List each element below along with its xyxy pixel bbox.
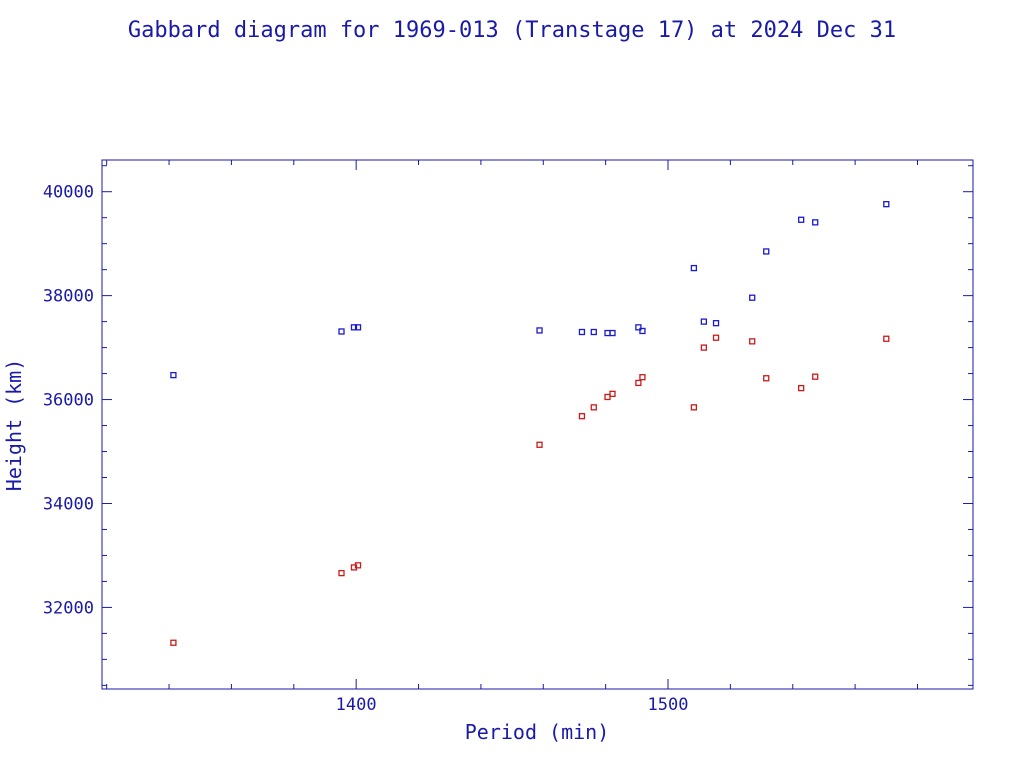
apogee-point [609, 329, 616, 337]
x-tick-label: 1500 [648, 695, 689, 715]
x-tick-label: 1400 [336, 695, 377, 715]
y-tick-label: 34000 [43, 494, 94, 514]
perigee-point [749, 338, 756, 345]
y-tick-label: 32000 [43, 598, 94, 618]
apogee-point [798, 216, 805, 223]
apogee-point [712, 320, 720, 327]
x-axis-ticks [106, 160, 918, 689]
perigee-point [798, 384, 805, 392]
x-axis-label: Period (min) [465, 720, 610, 744]
perigee-point [578, 413, 586, 420]
apogee-point [812, 219, 819, 226]
perigee-point [604, 393, 611, 401]
perigee-point [170, 639, 177, 646]
apogee-point [354, 324, 362, 331]
y-tick-label: 40000 [43, 183, 94, 203]
perigee-point [536, 441, 543, 448]
perigee-point [338, 569, 345, 577]
apogee-point [338, 328, 345, 335]
perigee-point [639, 374, 646, 381]
series-perigee-points [170, 334, 890, 646]
y-axis-label: Height (km) [2, 359, 26, 491]
apogee-point [635, 324, 642, 331]
y-tick-label: 36000 [43, 391, 94, 411]
perigee-point [763, 375, 770, 382]
perigee-point [635, 379, 642, 387]
apogee-point [883, 201, 890, 208]
apogee-point [749, 294, 756, 301]
apogee-point [590, 328, 597, 336]
perigee-point [812, 373, 819, 380]
series-apogee-points [170, 201, 890, 379]
apogee-point [763, 248, 770, 255]
perigee-point [690, 404, 698, 411]
perigee-point [609, 390, 616, 397]
apogee-point [604, 329, 611, 337]
y-axis-ticks [102, 165, 973, 686]
perigee-point [700, 344, 708, 351]
apogee-point [578, 328, 586, 336]
apogee-point [690, 264, 698, 272]
apogee-point [700, 318, 708, 325]
apogee-point [350, 324, 358, 331]
y-axis-tick-labels: 32000 34000 36000 38000 40000 [43, 183, 94, 619]
chart-title: Gabbard diagram for 1969-013 (Transtage … [128, 18, 896, 43]
perigee-point [883, 335, 890, 342]
perigee-point [354, 562, 362, 569]
apogee-point [639, 327, 646, 335]
apogee-point [536, 327, 543, 334]
y-tick-label: 38000 [43, 287, 94, 307]
plot-frame [101, 159, 974, 690]
x-axis-tick-labels: 1400 1500 [336, 695, 689, 715]
apogee-point [170, 371, 177, 379]
perigee-point [590, 404, 597, 411]
perigee-point [712, 334, 720, 341]
